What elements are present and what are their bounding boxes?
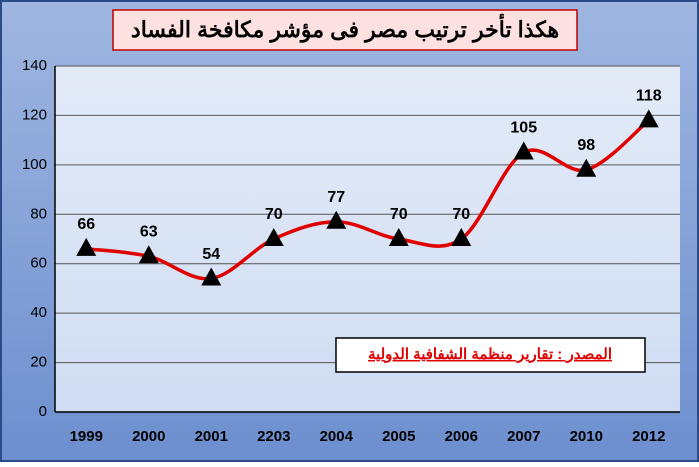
data-label: 105 — [510, 120, 537, 137]
y-tick-label: 100 — [22, 156, 47, 173]
x-tick-label: 2005 — [382, 428, 415, 445]
data-label: 54 — [202, 246, 220, 263]
y-tick-label: 40 — [30, 304, 47, 321]
x-tick-label: 2007 — [507, 428, 540, 445]
data-label: 66 — [77, 216, 95, 233]
data-label: 118 — [636, 88, 662, 105]
data-label: 70 — [390, 206, 408, 223]
y-tick-label: 120 — [22, 106, 47, 123]
marker — [76, 237, 97, 256]
data-label: 70 — [265, 206, 283, 223]
x-tick-label: 2006 — [445, 428, 478, 445]
line — [86, 118, 650, 281]
x-tick-label: 2001 — [195, 428, 228, 445]
annotation-box — [335, 337, 646, 373]
marker — [263, 228, 284, 246]
y-tick-label: 60 — [30, 255, 47, 272]
x-tick-label: 2000 — [132, 428, 165, 445]
x-tick-label: 1999 — [70, 428, 103, 445]
x-tick-label: 2012 — [632, 428, 665, 445]
y-tick-label: 0 — [39, 403, 47, 420]
marker — [201, 267, 222, 286]
marker — [388, 228, 409, 246]
marker — [451, 228, 472, 246]
y-tick-label: 20 — [30, 354, 47, 371]
y-tick-label: 140 — [22, 57, 47, 74]
x-tick-label: 2004 — [320, 428, 354, 445]
marker — [513, 141, 534, 160]
data-label: 63 — [140, 224, 158, 241]
x-tick-label: 2203 — [257, 428, 290, 445]
marker — [326, 210, 347, 229]
marker — [638, 109, 659, 128]
data-label: 98 — [577, 137, 595, 154]
marker — [576, 158, 597, 177]
data-label: 77 — [327, 189, 345, 206]
title-box — [112, 9, 578, 51]
source-note: المصدر : تقارير منظمة الشفافية الدولية — [368, 346, 612, 363]
chart-title: هكذا تأخر ترتيب مصر فى مؤشر مكافخة الفسا… — [131, 13, 559, 43]
data-label: 70 — [452, 206, 470, 223]
x-tick-label: 2010 — [570, 428, 603, 445]
marker — [138, 245, 159, 264]
y-tick-label: 80 — [30, 205, 47, 222]
